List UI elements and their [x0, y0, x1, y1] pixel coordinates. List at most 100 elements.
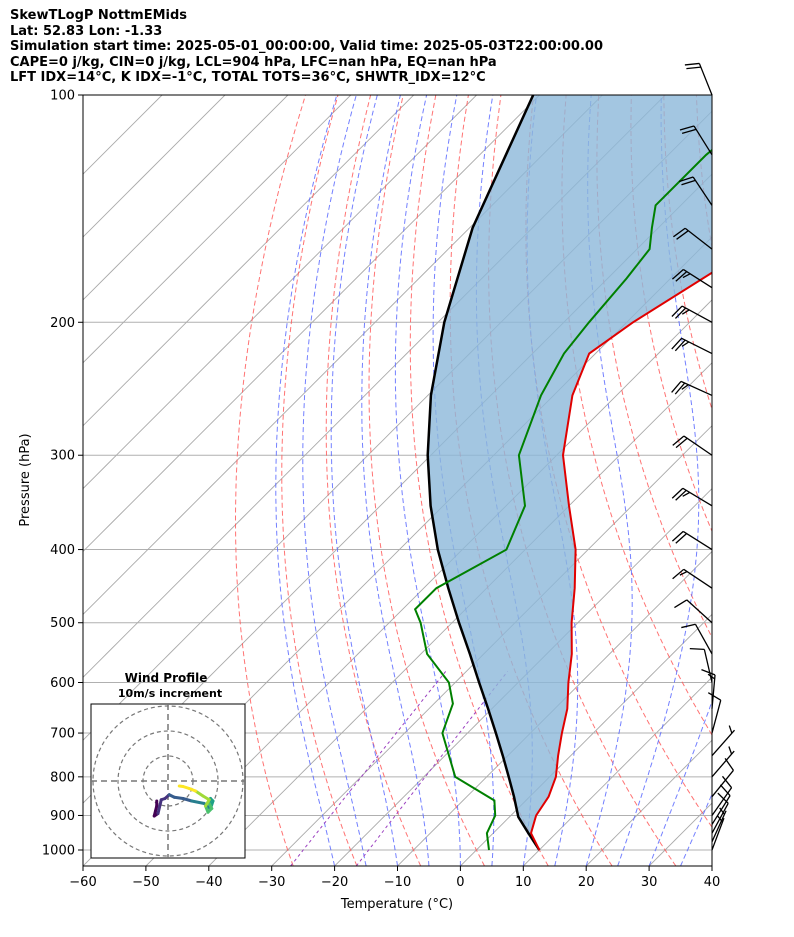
wind-barb	[671, 487, 713, 507]
wind-barb-feather	[719, 807, 725, 815]
dry-adiabat-line	[281, 95, 358, 866]
wind-barb-feather	[674, 339, 686, 352]
isotherm-line	[83, 95, 540, 553]
wind-barb	[707, 692, 722, 734]
wind-barb-feather	[684, 62, 700, 66]
wind-barb-staff	[711, 810, 727, 842]
wind-barb	[711, 807, 727, 842]
wind-barb	[674, 599, 713, 624]
chart-header: SkewTLogP NottmEMids Lat: 52.83 Lon: -1.…	[10, 8, 603, 86]
isotherm-line	[271, 425, 712, 866]
wind-barb	[711, 725, 736, 757]
wind-barb-feather	[674, 599, 688, 609]
hodograph-trace	[177, 784, 185, 788]
wind-barb	[711, 746, 735, 778]
isotherm-line	[83, 110, 712, 741]
wind-barb-feather	[701, 669, 716, 676]
wind-barb-feather	[707, 673, 716, 680]
moist-adiabat-line	[680, 792, 712, 866]
wind-barb-feather	[671, 487, 684, 499]
x-tick-label: −40	[195, 875, 222, 890]
x-tick-label: 20	[578, 875, 595, 890]
wind-barb-staff	[711, 674, 716, 709]
wind-barb	[681, 623, 713, 655]
wind-barb	[689, 647, 713, 683]
y-tick-label: 800	[50, 770, 75, 785]
dry-adiabat-line	[368, 95, 485, 866]
wind-barb	[671, 305, 713, 323]
wind-barb-feather	[728, 725, 733, 734]
wind-barb	[701, 669, 716, 709]
wind-barb	[672, 568, 713, 589]
y-tick-label: 700	[50, 727, 75, 742]
wind-barb-feather	[671, 530, 684, 542]
wind-barb-staff	[692, 176, 713, 206]
hodograph-title: Wind Profile	[125, 671, 208, 685]
wind-barb-feather	[681, 341, 690, 347]
isotherm-line	[711, 865, 712, 866]
cape-fill-area	[427, 95, 712, 850]
wind-barb-feather	[672, 435, 685, 446]
hodograph-trace	[194, 789, 205, 798]
wind-barb	[679, 176, 713, 206]
wind-barb-feather	[675, 533, 688, 544]
wind-barb	[679, 125, 713, 156]
wind-barb-feather	[672, 568, 685, 580]
wind-barb-feather	[674, 307, 687, 319]
wind-barb-feather	[681, 128, 697, 134]
x-axis-label: Temperature (°C)	[340, 897, 453, 912]
wind-barb-feather	[675, 271, 688, 282]
isotherm-line	[83, 95, 666, 678]
wind-barb-feather	[673, 227, 686, 238]
dry-adiabat-line	[235, 95, 306, 866]
y-tick-label: 300	[50, 449, 75, 464]
hodograph-trace	[190, 799, 206, 805]
x-tick-label: 30	[641, 875, 658, 890]
y-tick-label: 200	[50, 316, 75, 331]
y-tick-label: 400	[50, 543, 75, 558]
y-tick-label: 100	[50, 89, 75, 104]
moist-adiabat-line	[585, 95, 633, 866]
moist-adiabat-line	[394, 95, 461, 866]
isotherm-line	[522, 676, 712, 866]
moist-adiabat-line	[330, 95, 398, 866]
wind-barb-staff	[681, 337, 713, 355]
wind-barb	[711, 775, 733, 816]
title-indices-2: LFT IDX=14°C, K IDX=-1°C, TOTAL TOTS=36°…	[10, 70, 486, 85]
moist-adiabat-line	[648, 699, 712, 866]
x-tick-label: −60	[69, 875, 96, 890]
wind-barb-staff	[694, 623, 713, 655]
wind-barb-staff	[686, 599, 713, 624]
wind-barb-feather	[671, 305, 683, 317]
wind-barb	[671, 268, 713, 289]
wind-barb-staff	[682, 530, 713, 551]
hodograph-inset: Wind Profile 10m/s increment	[90, 671, 246, 859]
dry-adiabat-line	[561, 95, 712, 736]
wind-barb-staff	[682, 268, 713, 289]
wind-barb-staff	[680, 380, 713, 397]
wind-barb-feather	[675, 437, 688, 449]
wind-barb	[671, 530, 713, 551]
wind-barb-staff	[693, 125, 713, 156]
parcel-profile-line	[426, 95, 541, 851]
wind-barb-feather	[681, 623, 696, 629]
y-tick-label: 500	[50, 616, 75, 631]
wind-barb	[671, 337, 713, 355]
wind-barb-feather	[679, 125, 695, 131]
wind-barb-staff	[683, 568, 713, 589]
wind-barb-feather	[689, 647, 705, 651]
wind-barb-feather	[681, 179, 696, 186]
wind-barb-staff	[682, 487, 713, 507]
wind-barb-feather	[719, 784, 731, 797]
wind-barb-feather	[721, 775, 733, 789]
x-tick-label: −20	[321, 875, 348, 890]
dewpoint-line	[413, 148, 712, 851]
wind-barb-staff	[711, 769, 734, 798]
wind-barb-staff	[703, 649, 713, 683]
wind-barb	[684, 62, 713, 96]
wind-barb-feather	[728, 746, 733, 755]
dry-adiabat-line	[663, 95, 712, 411]
hodograph-trace	[156, 798, 163, 815]
x-tick-label: −10	[384, 875, 411, 890]
